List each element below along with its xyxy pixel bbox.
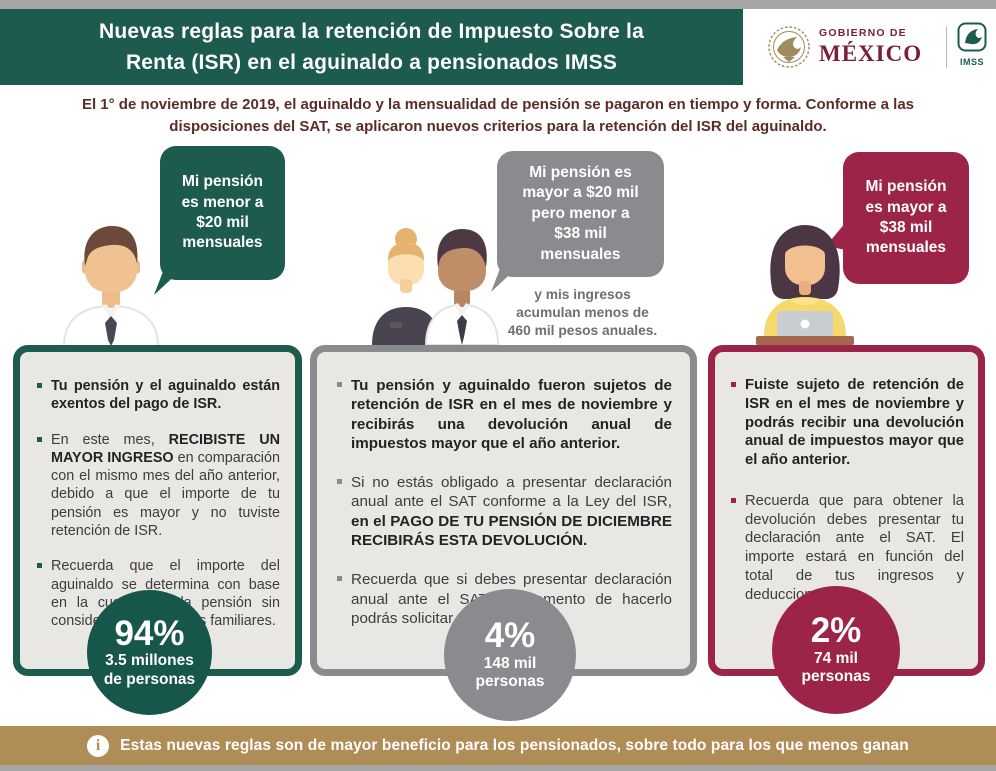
stat-circle-gray: 4% 148 mil personas	[444, 589, 576, 721]
mexico-label: MÉXICO	[819, 40, 923, 66]
bullet-item: Fuiste sujeto de retención de ISR en el …	[729, 376, 964, 470]
stat-caption-line1: 74 mil	[814, 649, 858, 667]
stat-caption-line1: 148 mil	[483, 654, 537, 672]
bullet-text: Tu pensión y el aguinaldo están exentos …	[51, 378, 280, 413]
intro-text: El 1° de noviembre de 2019, el aguinaldo…	[0, 94, 996, 138]
stat-percentage: 4%	[484, 616, 536, 656]
footer-banner: i Estas nuevas reglas son de mayor benef…	[0, 726, 996, 765]
stat-circle-green: 94% 3.5 millones de personas	[87, 590, 212, 715]
stat-circle-maroon: 2% 74 mil personas	[772, 586, 900, 714]
speech-bubble-maroon: Mi pensión es mayor a $38 mil mensuales	[826, 152, 969, 284]
stat-caption-line2: personas	[801, 668, 871, 686]
speech-bubble-tail	[154, 269, 182, 295]
speech-bubble-tail	[491, 266, 519, 292]
bullet-square-icon	[37, 563, 42, 569]
stat-caption: 3.5 millones de personas	[104, 652, 195, 689]
bullet-list: Fuiste sujeto de retención de ISR en el …	[729, 376, 964, 605]
bullet-item: Recuerda que para obtener la devolución …	[729, 492, 964, 605]
bullet-square-icon	[731, 497, 736, 503]
speech-bubble-gray: Mi pensión es mayor a $20 mil pero menor a…	[491, 151, 664, 292]
stat-caption-line1: 3.5 millones	[105, 652, 194, 670]
bullet-item: Tu pensión y el aguinaldo están exentos …	[35, 377, 280, 414]
stat-caption-line2: de personas	[103, 670, 196, 688]
bullet-text: Si no estás obligado a presentar declara…	[351, 474, 672, 550]
logo-divider	[946, 26, 947, 68]
bullet-text: Tu pensión y aguinaldo fueron sujetos de…	[351, 377, 672, 452]
speech-bubble-text: Mi pensión es mayor a $38 mil mensuales	[865, 178, 947, 257]
bullet-item: En este mes, RECIBISTE UN MAYOR INGRESO …	[35, 431, 280, 541]
footer-text: Estas nuevas reglas son de mayor benefic…	[120, 736, 909, 754]
stat-caption-line2: personas	[475, 673, 545, 691]
bullet-square-icon	[337, 382, 342, 387]
income-note-text: y mis ingresos acumulan menos de 460 mil p…	[507, 287, 658, 338]
pensioner-woman-laptop-illustration	[756, 225, 854, 345]
bullet-list: Tu pensión y el aguinaldo están exentos …	[35, 377, 280, 630]
gobierno-wordmark: GOBIERNO DE MÉXICO	[819, 28, 922, 65]
imss-label: IMSS	[959, 57, 984, 67]
bullet-square-icon	[731, 382, 736, 387]
bullet-text: En este mes, RECIBISTE UN MAYOR INGRESO …	[51, 431, 281, 539]
stat-caption: 148 mil personas	[476, 655, 545, 692]
gobierno-eagle-seal-icon	[768, 26, 810, 68]
speech-bubble-green: Mi pensión es menor a $20 mil mensuales	[154, 146, 285, 295]
bullet-item: Si no estás obligado a presentar declara…	[335, 473, 672, 550]
top-border	[0, 0, 996, 9]
bottom-border	[0, 765, 996, 771]
bullet-square-icon	[37, 436, 42, 442]
imss-eagle-icon	[957, 22, 987, 52]
imss-logo: IMSS	[956, 22, 988, 67]
info-icon: i	[87, 734, 110, 757]
pensioner-couple-illustration	[372, 228, 500, 345]
logo-panel: GOBIERNO DE MÉXICO IMSS	[743, 9, 996, 85]
page-title-line2: Renta (ISR) en el aguinaldo a pensionado…	[125, 51, 618, 74]
intro-line2: disposiciones del SAT, se aplicaron nuev…	[169, 117, 827, 135]
bullet-item: Tu pensión y aguinaldo fueron sujetos de…	[335, 376, 672, 453]
bullet-square-icon	[337, 576, 342, 582]
stat-percentage: 94%	[114, 613, 185, 653]
speech-bubble-text: Mi pensión es menor a $20 mil mensuales	[181, 173, 264, 252]
bullet-text: Fuiste sujeto de retención de ISR en el …	[745, 377, 964, 469]
stat-caption: 74 mil personas	[802, 650, 871, 687]
page-title-line1: Nuevas reglas para la retención de Impue…	[99, 19, 644, 43]
bullet-square-icon	[37, 383, 42, 388]
intro-line1: El 1° de noviembre de 2019, el aguinaldo…	[81, 96, 915, 113]
bullet-square-icon	[337, 479, 342, 485]
header-banner: Nuevas reglas para la retención de Impue…	[0, 9, 743, 85]
bullet-text: Recuerda que para obtener la devolución …	[745, 492, 964, 603]
speech-bubble-text: Mi pensión es mayor a $20 mil pero menor a…	[522, 163, 639, 263]
stat-percentage: 2%	[810, 611, 862, 651]
gobierno-de-label: GOBIERNO DE	[819, 27, 907, 39]
pensioner-man-illustration	[62, 226, 160, 346]
